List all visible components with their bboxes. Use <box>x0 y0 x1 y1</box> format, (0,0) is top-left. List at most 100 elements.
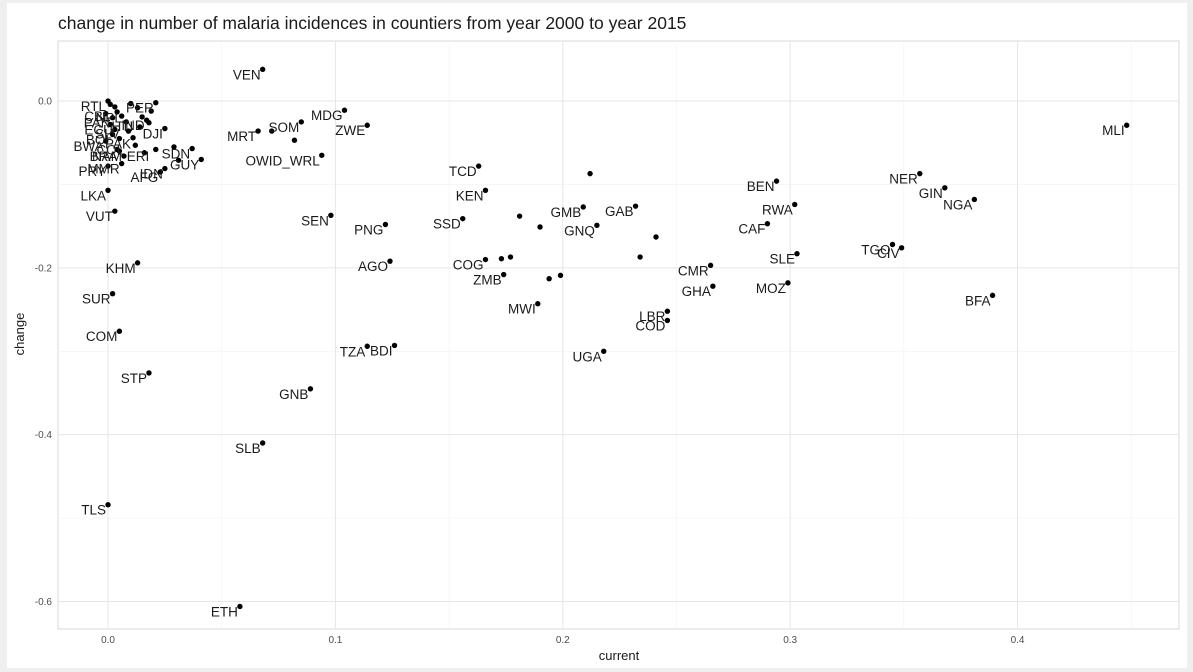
data-point <box>171 144 177 150</box>
point-label: BEN <box>747 179 775 194</box>
y-tick-label: 0.0 <box>38 97 52 108</box>
chart-panel: change in number of malaria incidences i… <box>7 3 1187 668</box>
data-point <box>157 169 164 175</box>
data-point <box>546 276 552 282</box>
data-point <box>664 317 671 324</box>
point-label: ZWE <box>335 123 365 138</box>
point-label: UGA <box>572 349 601 364</box>
data-point <box>259 66 266 73</box>
point-label: IDN <box>140 167 163 182</box>
x-tick-label: 0.3 <box>783 635 797 646</box>
point-label: VUT <box>86 209 113 224</box>
point-label: GIN <box>919 186 943 201</box>
data-point <box>107 121 113 128</box>
y-tick-label: -0.6 <box>35 597 53 608</box>
data-point <box>198 156 204 163</box>
data-point <box>364 122 370 128</box>
point-label: SSD <box>433 217 461 232</box>
data-point <box>773 178 780 184</box>
point-label: ETH <box>211 604 238 619</box>
point-label: GMB <box>550 205 581 220</box>
data-point <box>307 386 314 392</box>
cluster-point-label: PAK <box>105 137 131 152</box>
point-label: MDG <box>311 108 343 123</box>
data-point <box>148 108 154 114</box>
data-point <box>121 153 127 159</box>
data-point <box>475 163 482 169</box>
point-label: COG <box>453 258 484 273</box>
data-point <box>259 440 266 446</box>
data-point <box>139 114 145 120</box>
cluster-point-label: NAM <box>92 149 122 164</box>
point-label: MWI <box>508 302 536 317</box>
cluster-point-label: PAN <box>84 116 111 131</box>
point-label: GNQ <box>564 223 595 238</box>
point-label: GUY <box>170 157 199 172</box>
data-point <box>105 163 111 169</box>
data-point <box>146 120 152 126</box>
point-label: TZA <box>340 344 366 359</box>
point-label: TCD <box>449 164 477 179</box>
data-point <box>112 208 118 214</box>
point-label: BFA <box>965 293 991 308</box>
data-point <box>298 119 305 125</box>
point-label: STP <box>121 371 147 386</box>
data-point <box>382 221 389 228</box>
point-label: VEN <box>233 67 261 82</box>
point-label: PRY <box>79 164 107 179</box>
x-axis-title: current <box>599 648 640 663</box>
data-point <box>664 308 671 314</box>
x-tick-label: 0.0 <box>101 635 115 646</box>
data-point <box>125 128 132 134</box>
data-point <box>889 241 896 248</box>
y-tick-label: -0.2 <box>35 263 53 274</box>
data-point <box>291 137 298 143</box>
data-point <box>792 201 798 208</box>
data-point <box>134 260 141 266</box>
point-label: IND <box>121 118 145 133</box>
data-point <box>707 262 714 269</box>
data-point <box>500 271 507 278</box>
data-point <box>537 224 543 230</box>
data-point <box>162 125 168 132</box>
point-label: LKA <box>80 188 106 203</box>
point-label: CIV <box>877 246 900 261</box>
chart-title: change in number of malaria incidences i… <box>58 13 686 33</box>
data-point <box>794 250 800 257</box>
cluster-point-label: BOL <box>86 132 114 147</box>
point-label: NGA <box>943 197 972 212</box>
point-label: AGO <box>358 259 388 274</box>
data-point <box>482 187 489 193</box>
point-label: ZMB <box>473 273 502 288</box>
data-point <box>118 113 125 119</box>
cluster-point-label: CBL <box>84 109 111 124</box>
data-point <box>989 292 996 299</box>
point-label: MMR <box>87 162 119 177</box>
point-label: SLB <box>235 441 261 456</box>
data-point <box>785 280 791 286</box>
data-point <box>103 138 109 144</box>
data-point <box>507 254 514 260</box>
x-tick-label: 0.1 <box>328 635 342 646</box>
data-point <box>557 272 564 279</box>
data-point <box>116 135 123 142</box>
data-point <box>341 107 348 113</box>
data-point <box>109 131 116 138</box>
point-label: SOM <box>269 120 300 135</box>
data-point <box>109 291 116 297</box>
data-point <box>103 110 109 117</box>
data-point <box>653 234 659 240</box>
data-point <box>594 222 600 229</box>
point-label: SEN <box>301 213 329 228</box>
x-axis: 0.0 0.1 0.2 0.3 0.4 <box>101 635 1025 646</box>
data-point <box>112 126 118 133</box>
data-point <box>632 203 639 209</box>
data-point <box>255 128 261 134</box>
data-point <box>460 215 466 222</box>
point-label: COM <box>86 329 118 344</box>
x-tick-label: 0.2 <box>556 635 570 646</box>
point-label: TLS <box>81 503 106 518</box>
point-label: NER <box>889 172 918 187</box>
cluster-point-label: HTI <box>112 119 134 134</box>
